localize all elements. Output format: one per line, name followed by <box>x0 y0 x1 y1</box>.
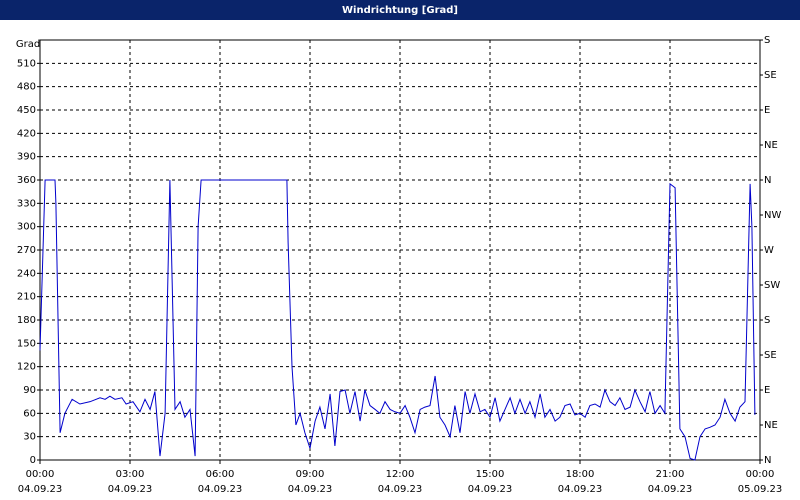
y2-tick-label: SE <box>764 70 777 81</box>
x-tick-label: 06:00 <box>206 469 235 480</box>
y2-tick-label: E <box>764 105 770 116</box>
y-tick-label: 450 <box>17 105 36 116</box>
y2-tick-label: W <box>764 245 774 256</box>
y-tick-label: 240 <box>17 268 36 279</box>
y-tick-label: 270 <box>17 245 36 256</box>
x-tick-label: 15:00 <box>476 469 505 480</box>
x-tick-label: 21:00 <box>656 469 685 480</box>
title-bar <box>0 0 800 20</box>
y2-tick-label: S <box>764 315 770 326</box>
y-axis-label: Grad <box>16 39 40 50</box>
y2-tick-label: N <box>764 455 771 466</box>
data-line <box>39 179 756 461</box>
y-tick-label: 120 <box>17 362 36 373</box>
y-tick-label: 150 <box>17 338 36 349</box>
y2-tick-label: SE <box>764 350 777 361</box>
x-tick-date: 05.09.23 <box>738 484 783 495</box>
y-tick-label: 390 <box>17 152 36 163</box>
x-tick-date: 04.09.23 <box>468 484 513 495</box>
y-tick-label: 360 <box>17 175 36 186</box>
y2-tick-label: NE <box>764 420 778 431</box>
y2-tick-label: NW <box>764 210 781 221</box>
y-tick-label: 60 <box>23 408 36 419</box>
y2-tick-label: S <box>764 35 770 46</box>
y-tick-label: 420 <box>17 128 36 139</box>
x-tick-label: 18:00 <box>566 469 595 480</box>
chart-title: Windrichtung [Grad] <box>342 5 458 16</box>
y-tick-label: 510 <box>17 58 36 69</box>
y-tick-label: 30 <box>23 432 36 443</box>
x-tick-date: 04.09.23 <box>198 484 243 495</box>
y-tick-label: 90 <box>23 385 36 396</box>
y-tick-label: 0 <box>30 455 36 466</box>
x-tick-label: 03:00 <box>116 469 145 480</box>
y-tick-label: 300 <box>17 222 36 233</box>
x-tick-label: 00:00 <box>26 469 55 480</box>
x-tick-label: 12:00 <box>386 469 415 480</box>
x-tick-date: 04.09.23 <box>378 484 423 495</box>
plot-frame <box>39 39 761 461</box>
x-tick-date: 04.09.23 <box>108 484 153 495</box>
x-tick-date: 04.09.23 <box>558 484 603 495</box>
x-tick-date: 04.09.23 <box>18 484 63 495</box>
x-tick-date: 04.09.23 <box>648 484 693 495</box>
y2-tick-label: NE <box>764 140 778 151</box>
x-tick-date: 04.09.23 <box>288 484 333 495</box>
x-tick-label: 00:00 <box>746 469 775 480</box>
y-tick-label: 330 <box>17 198 36 209</box>
y2-tick-label: SW <box>764 280 780 291</box>
y-tick-label: 210 <box>17 292 36 303</box>
y2-tick-label: N <box>764 175 771 186</box>
y-tick-label: 180 <box>17 315 36 326</box>
y-tick-label: 480 <box>17 82 36 93</box>
y2-tick-label: E <box>764 385 770 396</box>
x-tick-label: 09:00 <box>296 469 325 480</box>
